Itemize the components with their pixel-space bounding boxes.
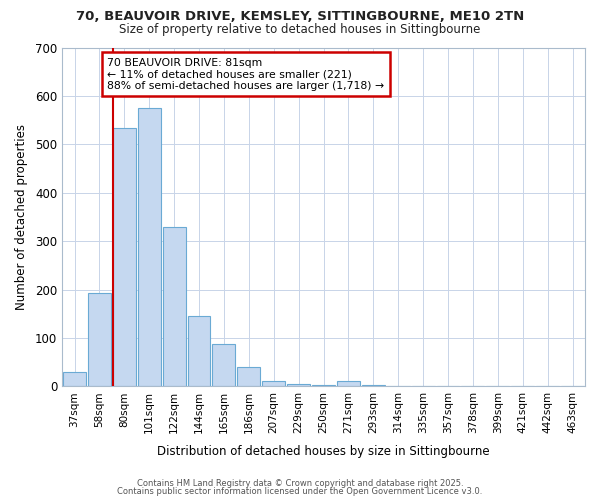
Bar — [238, 367, 260, 386]
X-axis label: Distribution of detached houses by size in Sittingbourne: Distribution of detached houses by size … — [157, 444, 490, 458]
Y-axis label: Number of detached properties: Number of detached properties — [15, 124, 28, 310]
Bar — [287, 384, 310, 386]
Bar — [113, 128, 136, 386]
Text: 70 BEAUVOIR DRIVE: 81sqm
← 11% of detached houses are smaller (221)
88% of semi-: 70 BEAUVOIR DRIVE: 81sqm ← 11% of detach… — [107, 58, 385, 91]
Bar — [262, 380, 285, 386]
Text: Contains public sector information licensed under the Open Government Licence v3: Contains public sector information licen… — [118, 487, 482, 496]
Bar — [138, 108, 161, 386]
Bar — [337, 380, 360, 386]
Text: Contains HM Land Registry data © Crown copyright and database right 2025.: Contains HM Land Registry data © Crown c… — [137, 478, 463, 488]
Bar — [163, 226, 185, 386]
Bar — [88, 293, 111, 386]
Bar — [63, 372, 86, 386]
Bar — [188, 316, 211, 386]
Text: Size of property relative to detached houses in Sittingbourne: Size of property relative to detached ho… — [119, 22, 481, 36]
Text: 70, BEAUVOIR DRIVE, KEMSLEY, SITTINGBOURNE, ME10 2TN: 70, BEAUVOIR DRIVE, KEMSLEY, SITTINGBOUR… — [76, 10, 524, 23]
Bar — [212, 344, 235, 387]
